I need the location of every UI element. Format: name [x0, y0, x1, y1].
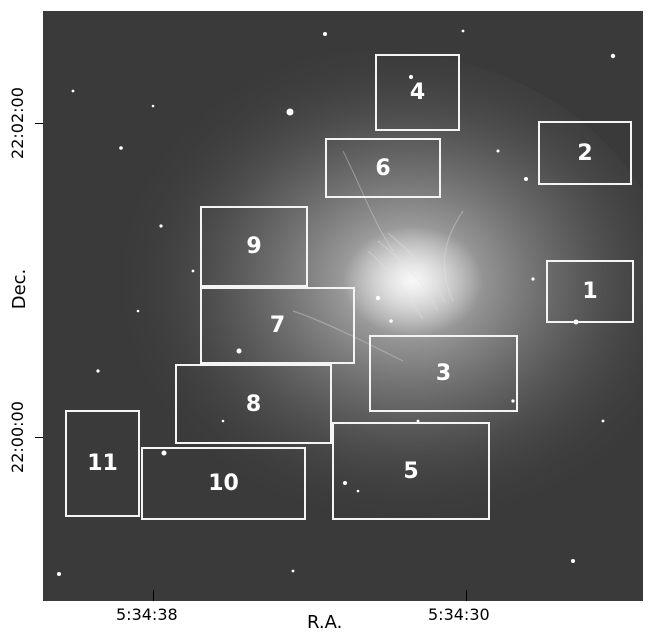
y-tick-label-22-00-00: 22:00:00	[8, 401, 27, 473]
field-label-9: 9	[246, 234, 262, 259]
field-label-5: 5	[403, 458, 419, 484]
field-label-8: 8	[245, 391, 262, 417]
field-label-6: 6	[375, 155, 391, 181]
field-box-2: 2	[538, 121, 632, 185]
field-label-1: 1	[582, 279, 598, 304]
y-axis-title: Dec.	[9, 268, 30, 310]
field-label-3: 3	[435, 361, 452, 386]
field-box-4: 4	[375, 54, 460, 131]
field-box-6: 6	[325, 138, 441, 198]
y-tick-label-22-02-00: 22:02:00	[8, 87, 27, 159]
field-box-1: 1	[546, 260, 634, 323]
y-tick-22-02-00	[35, 123, 43, 124]
nebula-image: 1 2 3 4 5 6 7 8 9 10 11	[43, 11, 643, 601]
nebula-rendering	[43, 11, 643, 601]
field-label-10: 10	[208, 471, 239, 496]
x-axis-title: R.A.	[307, 612, 343, 633]
field-box-8: 8	[175, 364, 332, 444]
x-tick-label-5-34-30: 5:34:30	[428, 605, 490, 624]
field-box-7: 7	[200, 287, 355, 364]
field-box-3: 3	[369, 335, 518, 412]
x-tick-label-5-34-38: 5:34:38	[116, 605, 178, 624]
field-box-11: 11	[65, 410, 140, 517]
y-tick-22-00-00	[35, 437, 43, 438]
field-label-7: 7	[269, 313, 286, 338]
field-box-10: 10	[141, 447, 306, 520]
field-box-5: 5	[332, 422, 490, 520]
field-label-11: 11	[87, 451, 118, 476]
field-box-9: 9	[200, 206, 308, 287]
field-label-2: 2	[577, 140, 593, 166]
x-tick-5-34-30	[466, 590, 467, 601]
x-tick-5-34-38	[153, 590, 154, 601]
field-label-4: 4	[409, 80, 426, 105]
